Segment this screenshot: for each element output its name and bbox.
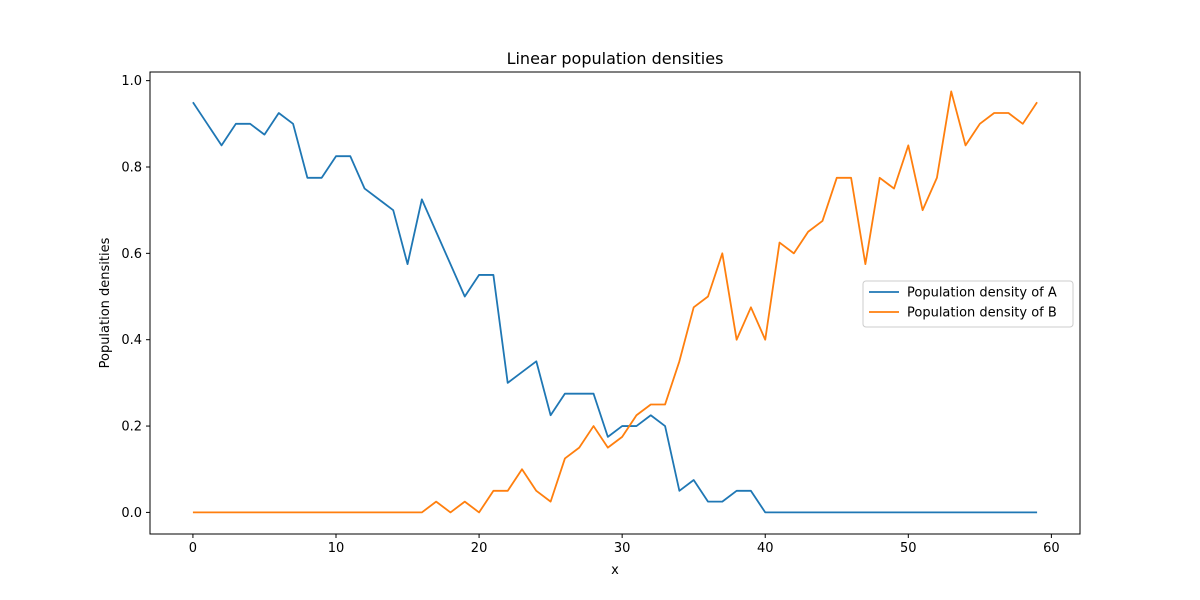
legend: Population density of A Population densit… [862, 280, 1074, 328]
plot-area-frame [149, 71, 1081, 535]
x-tick-label: 50 [900, 541, 917, 556]
x-axis-label: x [611, 563, 619, 578]
chart-title: Linear population densities [507, 49, 724, 68]
axis-ticks: 0 10 20 30 40 50 60 0.0 0.2 0.4 0.6 0.8 1.0 [121, 74, 1059, 556]
x-tick-label: 60 [1043, 541, 1060, 556]
x-tick-label: 10 [328, 541, 345, 556]
y-tick-label: 1.0 [121, 74, 142, 89]
series-lines [192, 90, 1038, 514]
y-tick-label: 0.4 [121, 333, 142, 348]
x-tick-label: 30 [614, 541, 631, 556]
y-tick-label: 0.8 [121, 160, 142, 175]
y-tick-label: 0.0 [121, 506, 142, 521]
legend-label: Population density of B [907, 306, 1057, 321]
series-line-b [192, 90, 1038, 514]
y-axis-label: Population densities [98, 237, 113, 368]
x-tick-label: 40 [757, 541, 774, 556]
x-tick-label: 20 [471, 541, 488, 556]
legend-box [862, 280, 1074, 328]
legend-label: Population density of A [907, 286, 1057, 301]
series-line-a [192, 101, 1038, 514]
y-tick-label: 0.2 [121, 420, 142, 435]
x-tick-label: 0 [189, 541, 197, 556]
y-tick-label: 0.6 [121, 247, 142, 262]
